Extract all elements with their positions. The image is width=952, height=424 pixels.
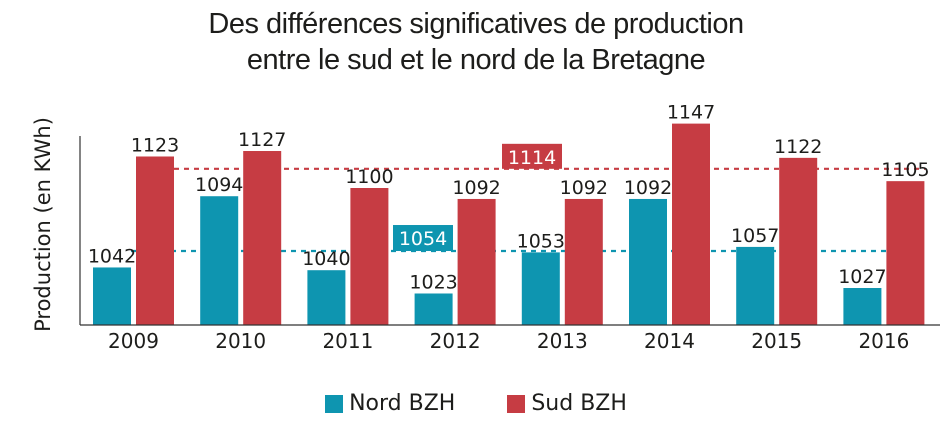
x-tick-label-2014: 2014 <box>644 329 695 353</box>
legend: Nord BZH Sud BZH <box>0 391 952 416</box>
data-label-nord-2015: 1057 <box>731 225 779 247</box>
x-tick-label-2010: 2010 <box>215 329 266 353</box>
bar-sud-2015 <box>779 157 818 325</box>
data-label-nord-2013: 1053 <box>517 230 565 252</box>
chart-title-line-2: entre le sud et le nord de la Bretagne <box>246 44 706 76</box>
legend-item-nord: Nord BZH <box>325 391 455 416</box>
bar-sud-2014 <box>672 123 710 325</box>
legend-swatch-sud <box>507 394 526 413</box>
average-badge-nord <box>393 225 453 252</box>
bar-nord-2013 <box>521 252 560 325</box>
data-label-sud-2014: 1147 <box>667 102 715 124</box>
bar-sud-2016 <box>886 181 925 325</box>
data-label-sud-2012: 1092 <box>452 177 500 199</box>
data-label-sud-2011: 1100 <box>345 166 393 188</box>
x-tick-label-2016: 2016 <box>858 329 909 353</box>
average-badge-sud <box>502 143 562 169</box>
data-label-nord-2016: 1027 <box>838 266 886 288</box>
bar-nord-2012 <box>414 293 453 325</box>
data-label-sud-2009: 1123 <box>131 134 179 156</box>
bar-sud-2013 <box>564 198 603 325</box>
data-label-sud-2013: 1092 <box>560 177 608 199</box>
legend-item-sud: Sud BZH <box>507 391 627 416</box>
data-label-sud-2016: 1105 <box>881 159 929 181</box>
data-label-sud-2010: 1127 <box>238 129 286 151</box>
data-label-nord-2012: 1023 <box>409 271 457 293</box>
x-tick-label-2009: 2009 <box>108 329 159 353</box>
bar-sud-2009 <box>136 156 174 325</box>
chart-title-line-1: Des différences significatives de produc… <box>208 8 744 40</box>
x-tick-label-2012: 2012 <box>430 329 481 353</box>
legend-swatch-nord <box>325 394 344 413</box>
x-tick-label-2015: 2015 <box>751 329 802 353</box>
bar-nord-2015 <box>736 246 775 325</box>
data-label-nord-2014: 1092 <box>624 177 672 199</box>
bar-sud-2011 <box>350 188 389 325</box>
data-label-nord-2010: 1094 <box>195 174 243 196</box>
average-label-sud: 1114 <box>508 147 556 169</box>
bar-sud-2010 <box>243 151 282 325</box>
legend-label-sud: Sud BZH <box>531 391 627 416</box>
y-axis-label: Production (en KWh) <box>31 117 55 332</box>
bar-nord-2014 <box>629 198 667 325</box>
bar-nord-2009 <box>93 267 131 325</box>
legend-label-nord: Nord BZH <box>349 391 456 416</box>
bar-nord-2010 <box>200 196 239 325</box>
average-label-nord: 1054 <box>399 228 447 250</box>
data-label-nord-2011: 1040 <box>302 248 350 270</box>
chart-title: Des différences significatives de produc… <box>0 6 952 78</box>
bar-nord-2011 <box>307 270 346 325</box>
data-label-nord-2009: 1042 <box>88 245 136 267</box>
data-label-sud-2015: 1122 <box>774 136 822 158</box>
x-tick-label-2011: 2011 <box>322 329 373 353</box>
x-tick-label-2013: 2013 <box>537 329 588 353</box>
bar-nord-2016 <box>843 288 882 325</box>
bar-sud-2012 <box>457 198 496 325</box>
